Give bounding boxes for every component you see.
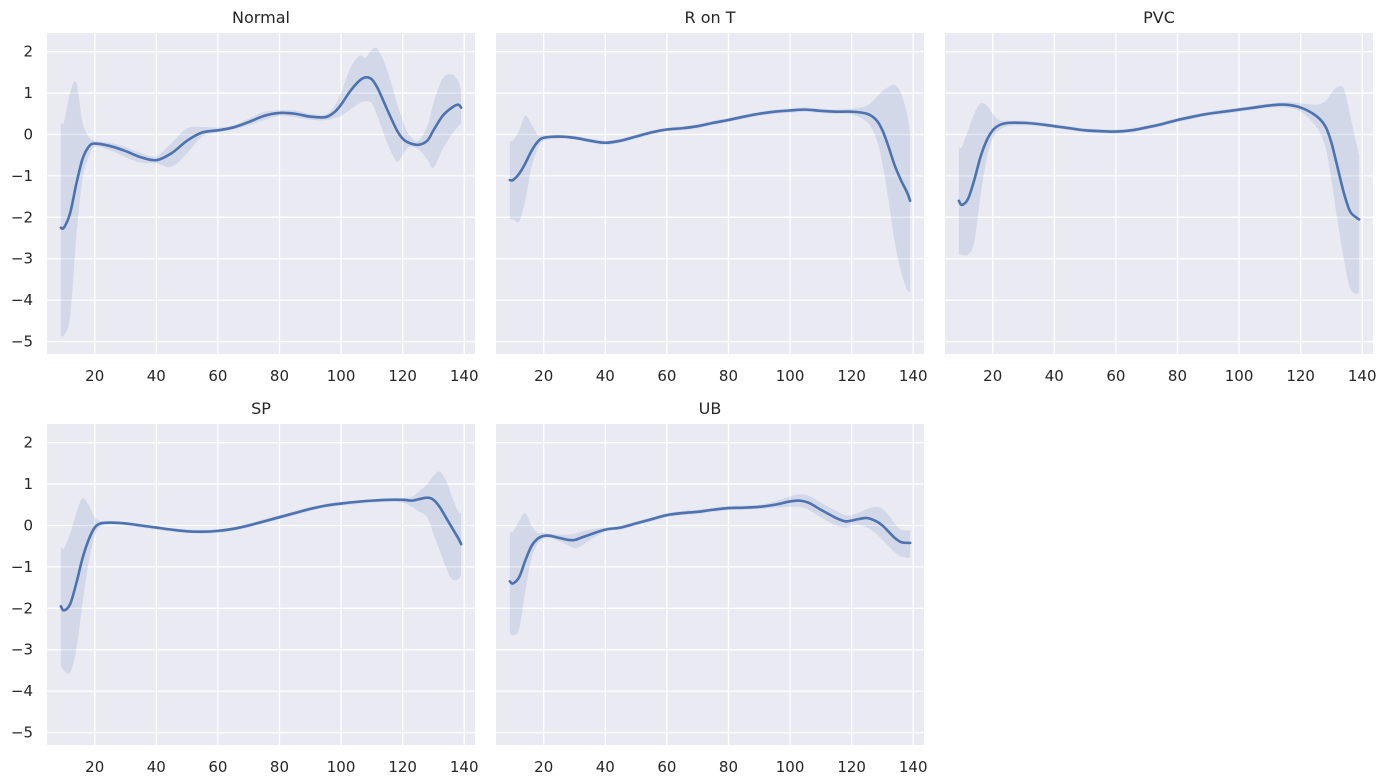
x-tick-label: 100 [776, 367, 805, 385]
x-tick-label: 80 [1168, 367, 1187, 385]
y-tick-label: −1 [11, 558, 33, 576]
x-tick-label: 120 [388, 758, 417, 776]
panel-title: Normal [232, 8, 290, 27]
x-tick-label: 100 [776, 758, 805, 776]
x-tick-label: 40 [147, 758, 166, 776]
x-tick-label: 120 [1286, 367, 1315, 385]
x-tick-label: 20 [85, 758, 104, 776]
y-tick-label: −1 [11, 167, 33, 185]
panel-title: PVC [1143, 8, 1175, 27]
y-tick-label: −5 [11, 333, 33, 351]
x-tick-label: 20 [85, 367, 104, 385]
x-tick-label: 80 [270, 758, 289, 776]
plot-area [496, 424, 924, 745]
x-tick-label: 120 [837, 367, 866, 385]
x-tick-label: 100 [327, 758, 356, 776]
x-tick-label: 20 [534, 758, 553, 776]
y-tick-label: 2 [23, 43, 33, 61]
x-tick-label: 100 [327, 367, 356, 385]
y-tick-label: −3 [11, 641, 33, 659]
x-tick-label: 20 [983, 367, 1002, 385]
plot-area [496, 33, 924, 354]
x-tick-label: 80 [270, 367, 289, 385]
confidence-band [958, 85, 1360, 295]
y-tick-label: −2 [11, 599, 33, 617]
panel-title: UB [699, 399, 722, 418]
y-tick-label: −5 [11, 724, 33, 742]
x-tick-label: 140 [450, 758, 479, 776]
x-tick-label: 120 [837, 758, 866, 776]
x-tick-label: 140 [450, 367, 479, 385]
series-line [508, 108, 912, 203]
x-tick-label: 40 [1045, 367, 1064, 385]
x-tick-label: 60 [208, 367, 227, 385]
panel-r-on-t: 20 40 60 80 100 120 140 R on T [496, 8, 928, 385]
y-tick-label: 1 [23, 84, 33, 102]
plot-area [945, 33, 1373, 354]
x-tick-label: 140 [1348, 367, 1377, 385]
x-tick-label: 60 [657, 758, 676, 776]
y-tick-label: 2 [23, 434, 33, 452]
series-line [508, 499, 912, 585]
y-tick-label: 0 [23, 125, 33, 143]
x-tick-label: 60 [657, 367, 676, 385]
series-line [59, 75, 463, 231]
panel-sp: 20 40 60 80 100 120 140 2 1 0 −1 −2 −3 −4 −5 SP [11, 399, 479, 776]
panel-pvc: 20 40 60 80 100 120 140 PVC [945, 8, 1377, 385]
x-tick-label: 40 [596, 367, 615, 385]
x-tick-label: 100 [1225, 367, 1254, 385]
plot-area [47, 424, 475, 745]
x-tick-label: 80 [719, 758, 738, 776]
plot-area [47, 33, 475, 354]
y-tick-label: 1 [23, 475, 33, 493]
x-tick-label: 40 [147, 367, 166, 385]
panel-normal: 20 40 60 80 100 120 140 2 1 0 −1 −2 −3 −4 −5 Normal [11, 8, 479, 385]
panel-title: SP [251, 399, 271, 418]
y-tick-label: 0 [23, 516, 33, 534]
panel-ub: 20 40 60 80 100 120 140 UB [496, 399, 928, 776]
x-tick-label: 140 [899, 758, 928, 776]
x-tick-label: 120 [388, 367, 417, 385]
x-tick-label: 60 [208, 758, 227, 776]
confidence-band [509, 84, 911, 293]
confidence-band [60, 471, 462, 674]
x-tick-label: 40 [596, 758, 615, 776]
y-tick-label: −4 [11, 291, 33, 309]
panel-title: R on T [685, 8, 736, 27]
series-line [957, 103, 1361, 221]
x-tick-label: 80 [719, 367, 738, 385]
x-tick-label: 140 [899, 367, 928, 385]
y-tick-label: −3 [11, 250, 33, 268]
y-tick-label: −2 [11, 208, 33, 226]
y-tick-label: −4 [11, 682, 33, 700]
x-tick-label: 60 [1106, 367, 1125, 385]
x-tick-label: 20 [534, 367, 553, 385]
series-line [59, 496, 463, 612]
